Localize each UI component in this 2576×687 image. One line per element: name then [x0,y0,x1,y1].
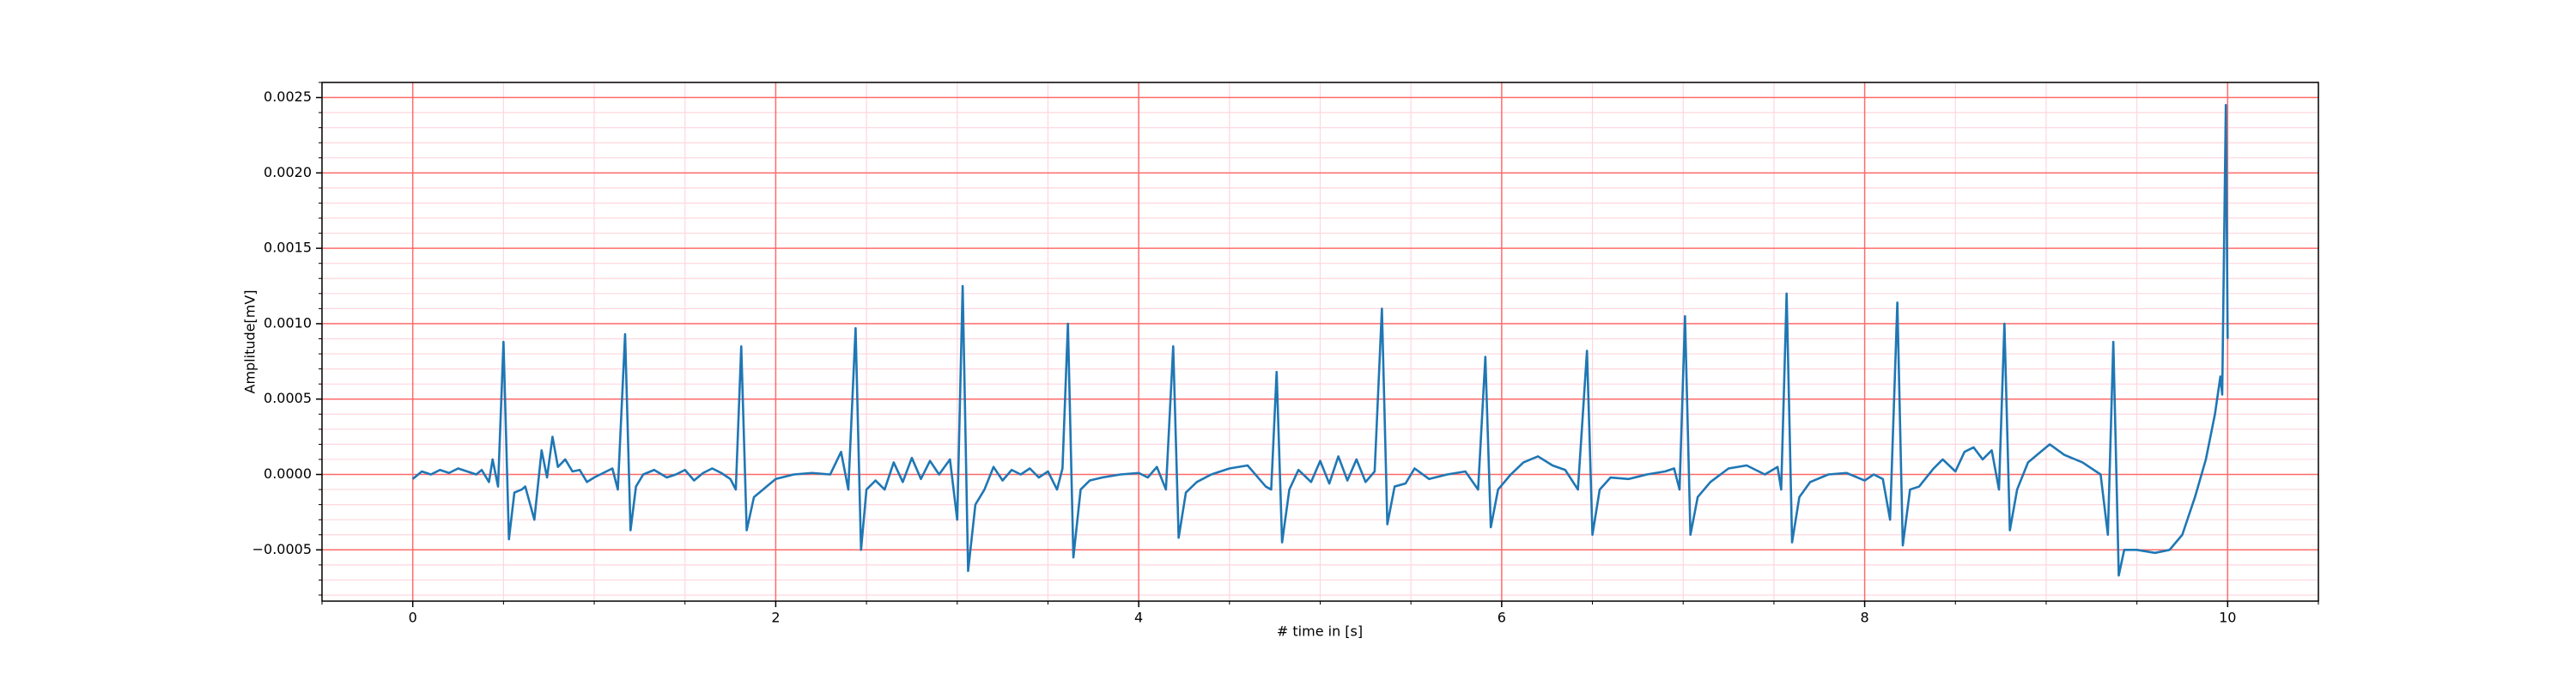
plot-frame [321,82,2319,602]
x-tick-label: 4 [1134,610,1143,626]
x-axis-label: # time in [s] [1277,623,1363,640]
x-tick-label: 6 [1498,610,1506,626]
y-tick-label: 0.0015 [264,240,312,256]
x-tick-label: 2 [771,610,780,626]
y-tick-label: 0.0005 [264,390,312,406]
y-tick-label: −0.0005 [252,541,312,557]
y-tick-label: 0.0020 [264,164,312,180]
y-axis-label: Amplitude[mV] [242,289,258,393]
x-tick-label: 8 [1860,610,1868,626]
ecg-line [411,104,2229,577]
x-tick-label: 0 [409,610,417,626]
y-tick-label: 0.0025 [264,88,312,105]
y-tick-label: 0.0000 [264,465,312,482]
y-tick-label: 0.0010 [264,314,312,331]
x-tick-label: 10 [2219,610,2236,626]
